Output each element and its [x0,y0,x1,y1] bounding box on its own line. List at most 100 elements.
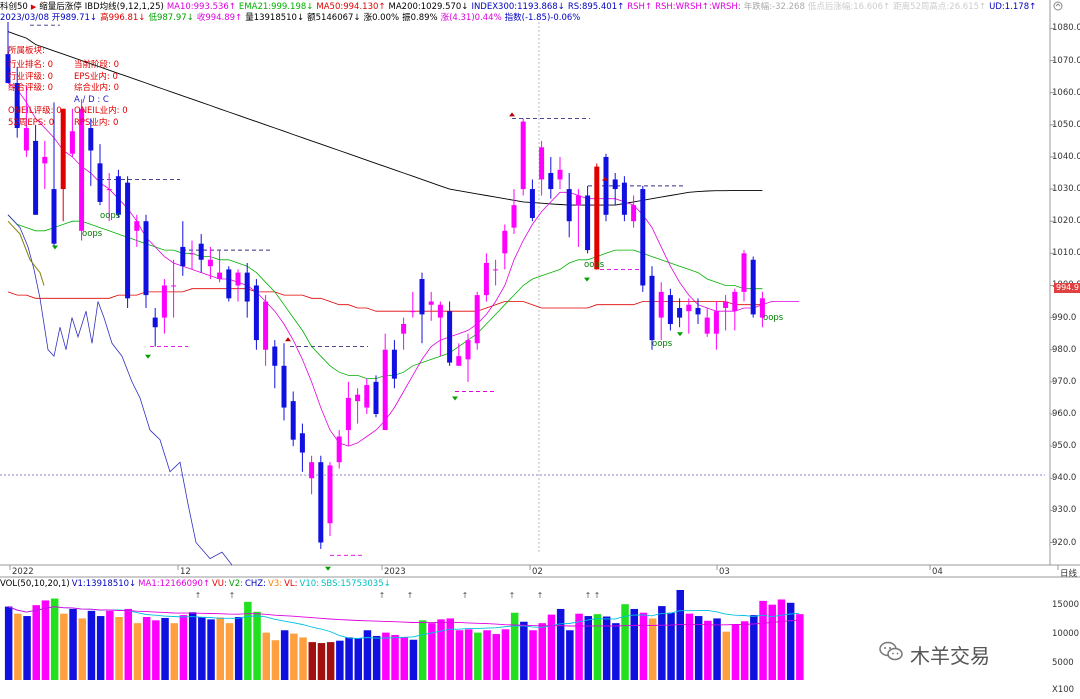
down-arrow-marker [52,245,58,250]
candle-body [483,262,489,296]
candle-body [272,346,278,366]
time-tick-label: 日线 [1060,569,1078,579]
volume-bar [262,632,270,680]
volume-indicator-value: V10: [299,579,320,589]
volume-bar [501,629,510,680]
volume-bar [464,629,473,680]
candle-body [143,221,149,296]
candle-body [189,253,195,255]
panel-right-value: 综合业内: 0 [74,83,119,93]
symbol-label: 科创50 [0,2,28,12]
candle-body [79,108,85,231]
panel-left-value: 综合评级: 0 [8,83,53,93]
volume-bar [50,598,59,680]
panel-title: 所属板块: [8,46,45,56]
ma50-line [7,288,763,312]
price-tick-label: 1040.0 [1052,151,1080,162]
volume-bar [124,608,132,680]
volume-bar [648,618,657,680]
volume-bar [271,640,280,680]
volume-bar [152,620,160,680]
candle-body [97,163,103,202]
panel-right-value: A / D : C [74,94,109,105]
candle-body [695,307,701,315]
price-tick-label: 920.0 [1052,537,1077,548]
candle-body [759,298,765,318]
panel-left-value: 行业排名: 0 [8,60,53,70]
volume-bar [446,618,454,680]
volume-bar [244,601,252,680]
candle-body [290,401,296,440]
volume-indicator-value: MA1:12166090↑ [138,579,210,589]
candle-body [235,272,241,286]
time-tick-label: 12 [180,567,191,577]
panel-row: 综合评级: 0 综合业内: 0 [8,83,128,95]
candle-body [23,128,29,151]
indicator-value: MA200:1029.570↓ [388,2,469,12]
volume-indicator-value: V1:13918510↓ [71,579,137,589]
volume-bar [796,614,804,680]
watermark: 木羊交易 [910,644,990,668]
volume-bar [547,614,556,680]
time-tick-label: 03 [719,567,730,577]
candle-body [575,195,581,206]
candlesticks [5,22,765,571]
price-tick-label: 1050.0 [1052,119,1080,130]
indicator-value: MA50:994.130↑ [316,2,386,12]
volume-bar [566,630,574,680]
volume-indicator-value: VOL(50,10,20,1) [0,579,70,589]
volume-bar [593,614,602,680]
candle-body [640,189,646,286]
volume-bar [759,600,767,680]
candle-body [410,311,416,313]
price-tick-label: 1020.0 [1052,216,1080,227]
ohlc-value: 指数(-1.85)-0.06% [504,13,581,23]
candle-body [723,301,729,308]
volume-bar [602,616,611,680]
rs-high-line [7,220,45,286]
volume-bar [78,618,86,680]
candle-body [713,311,719,334]
volume-bar [428,623,436,680]
volume-indicator-value: V3: [268,579,283,589]
price-tick-label: 1030.0 [1052,184,1080,195]
ibd-label: IBD均线(9,12,1,25) [84,2,164,12]
volume-bar [474,632,482,680]
candle-body [226,269,232,299]
axis-frame [9,565,1059,570]
ohlc-value: 2023/03/08 开989.71↓ [0,13,98,23]
volume-bar [179,615,188,680]
volume-bar [290,633,298,680]
chart-grid [0,0,1080,578]
volume-up-marker: ↑ [379,591,386,600]
panel-row: ONEIL评级: 0 ONEIL业内: 0 [8,106,128,118]
panel-left-value: ONEIL评级: 0 [8,106,62,116]
volume-bar [667,612,675,680]
volume-bar [455,630,464,680]
candle-body [401,324,407,334]
panel-row: 行业评级: 0 EPS业内: 0 [8,72,128,84]
chart-nav-icon[interactable] [1050,0,1080,12]
candle-body [594,166,600,270]
volume-bar [225,623,234,680]
candle-body [88,128,94,151]
indicator-value: RSH:WRSH↑:WRSH: [655,2,741,12]
candle-body [621,182,627,215]
current-price-tag: 994.9 [1054,283,1080,293]
panel-right-value: ONEIL业内: 0 [74,106,128,116]
indicator-value: 距离52周高点:26.615↑ [893,2,987,12]
volume-bar [326,642,335,680]
candle-body [33,140,39,215]
candle-body [612,179,618,190]
candle-body [566,189,572,222]
indicator-value: EMA21:999.198↓ [238,2,314,12]
volume-bar [23,616,31,680]
volume-bar [87,610,96,680]
price-tick-label: 970.0 [1052,376,1077,387]
play-icon[interactable]: ▶ [30,3,37,11]
candle-body [741,253,747,292]
volume-bar [317,643,326,680]
panel-right-value: EPS业内: 0 [74,71,118,82]
down-arrow-marker [452,396,458,401]
